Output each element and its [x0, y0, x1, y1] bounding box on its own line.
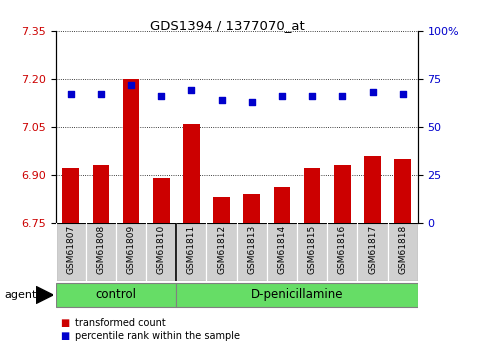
Point [248, 99, 256, 105]
Bar [267, 223, 297, 281]
Text: GSM61808: GSM61808 [96, 225, 105, 274]
Bar [334, 165, 351, 223]
Point [157, 93, 165, 99]
Bar [62, 168, 79, 223]
Bar [93, 165, 109, 223]
Text: control: control [96, 288, 136, 301]
Point [187, 88, 195, 93]
Text: GSM61812: GSM61812 [217, 225, 226, 274]
Bar [183, 124, 199, 223]
Bar [237, 223, 267, 281]
Bar [116, 223, 146, 281]
Text: ■: ■ [60, 318, 70, 327]
Text: GSM61817: GSM61817 [368, 225, 377, 274]
Bar [395, 159, 411, 223]
Bar [327, 223, 357, 281]
Point [369, 90, 376, 95]
Bar [56, 223, 86, 281]
Text: GDS1394 / 1377070_at: GDS1394 / 1377070_at [150, 19, 304, 32]
Bar [146, 223, 176, 281]
Text: agent: agent [5, 290, 37, 300]
Point [218, 97, 226, 103]
Text: GSM61811: GSM61811 [187, 225, 196, 274]
Bar [207, 223, 237, 281]
Bar [86, 223, 116, 281]
Text: GSM61818: GSM61818 [398, 225, 407, 274]
Polygon shape [36, 286, 53, 304]
Point [308, 93, 316, 99]
Bar [176, 283, 418, 307]
Text: D-penicillamine: D-penicillamine [251, 288, 343, 301]
Text: GSM61815: GSM61815 [308, 225, 317, 274]
Text: GSM61814: GSM61814 [277, 225, 286, 274]
Text: GSM61807: GSM61807 [66, 225, 75, 274]
Text: GSM61809: GSM61809 [127, 225, 136, 274]
Bar [364, 156, 381, 223]
Point [127, 82, 135, 87]
Bar [153, 178, 170, 223]
Bar [123, 79, 139, 223]
Bar [213, 197, 230, 223]
Bar [304, 168, 320, 223]
Bar [357, 223, 388, 281]
Bar [243, 194, 260, 223]
Bar [388, 223, 418, 281]
Point [399, 91, 407, 97]
Text: GSM61813: GSM61813 [247, 225, 256, 274]
Point [67, 91, 74, 97]
Bar [176, 223, 207, 281]
Bar [274, 187, 290, 223]
Text: GSM61810: GSM61810 [156, 225, 166, 274]
Text: GSM61816: GSM61816 [338, 225, 347, 274]
Bar [56, 283, 176, 307]
Text: ■: ■ [60, 332, 70, 341]
Point [339, 93, 346, 99]
Text: transformed count: transformed count [75, 318, 166, 327]
Text: percentile rank within the sample: percentile rank within the sample [75, 332, 240, 341]
Bar [297, 223, 327, 281]
Point [97, 91, 105, 97]
Point [278, 93, 286, 99]
